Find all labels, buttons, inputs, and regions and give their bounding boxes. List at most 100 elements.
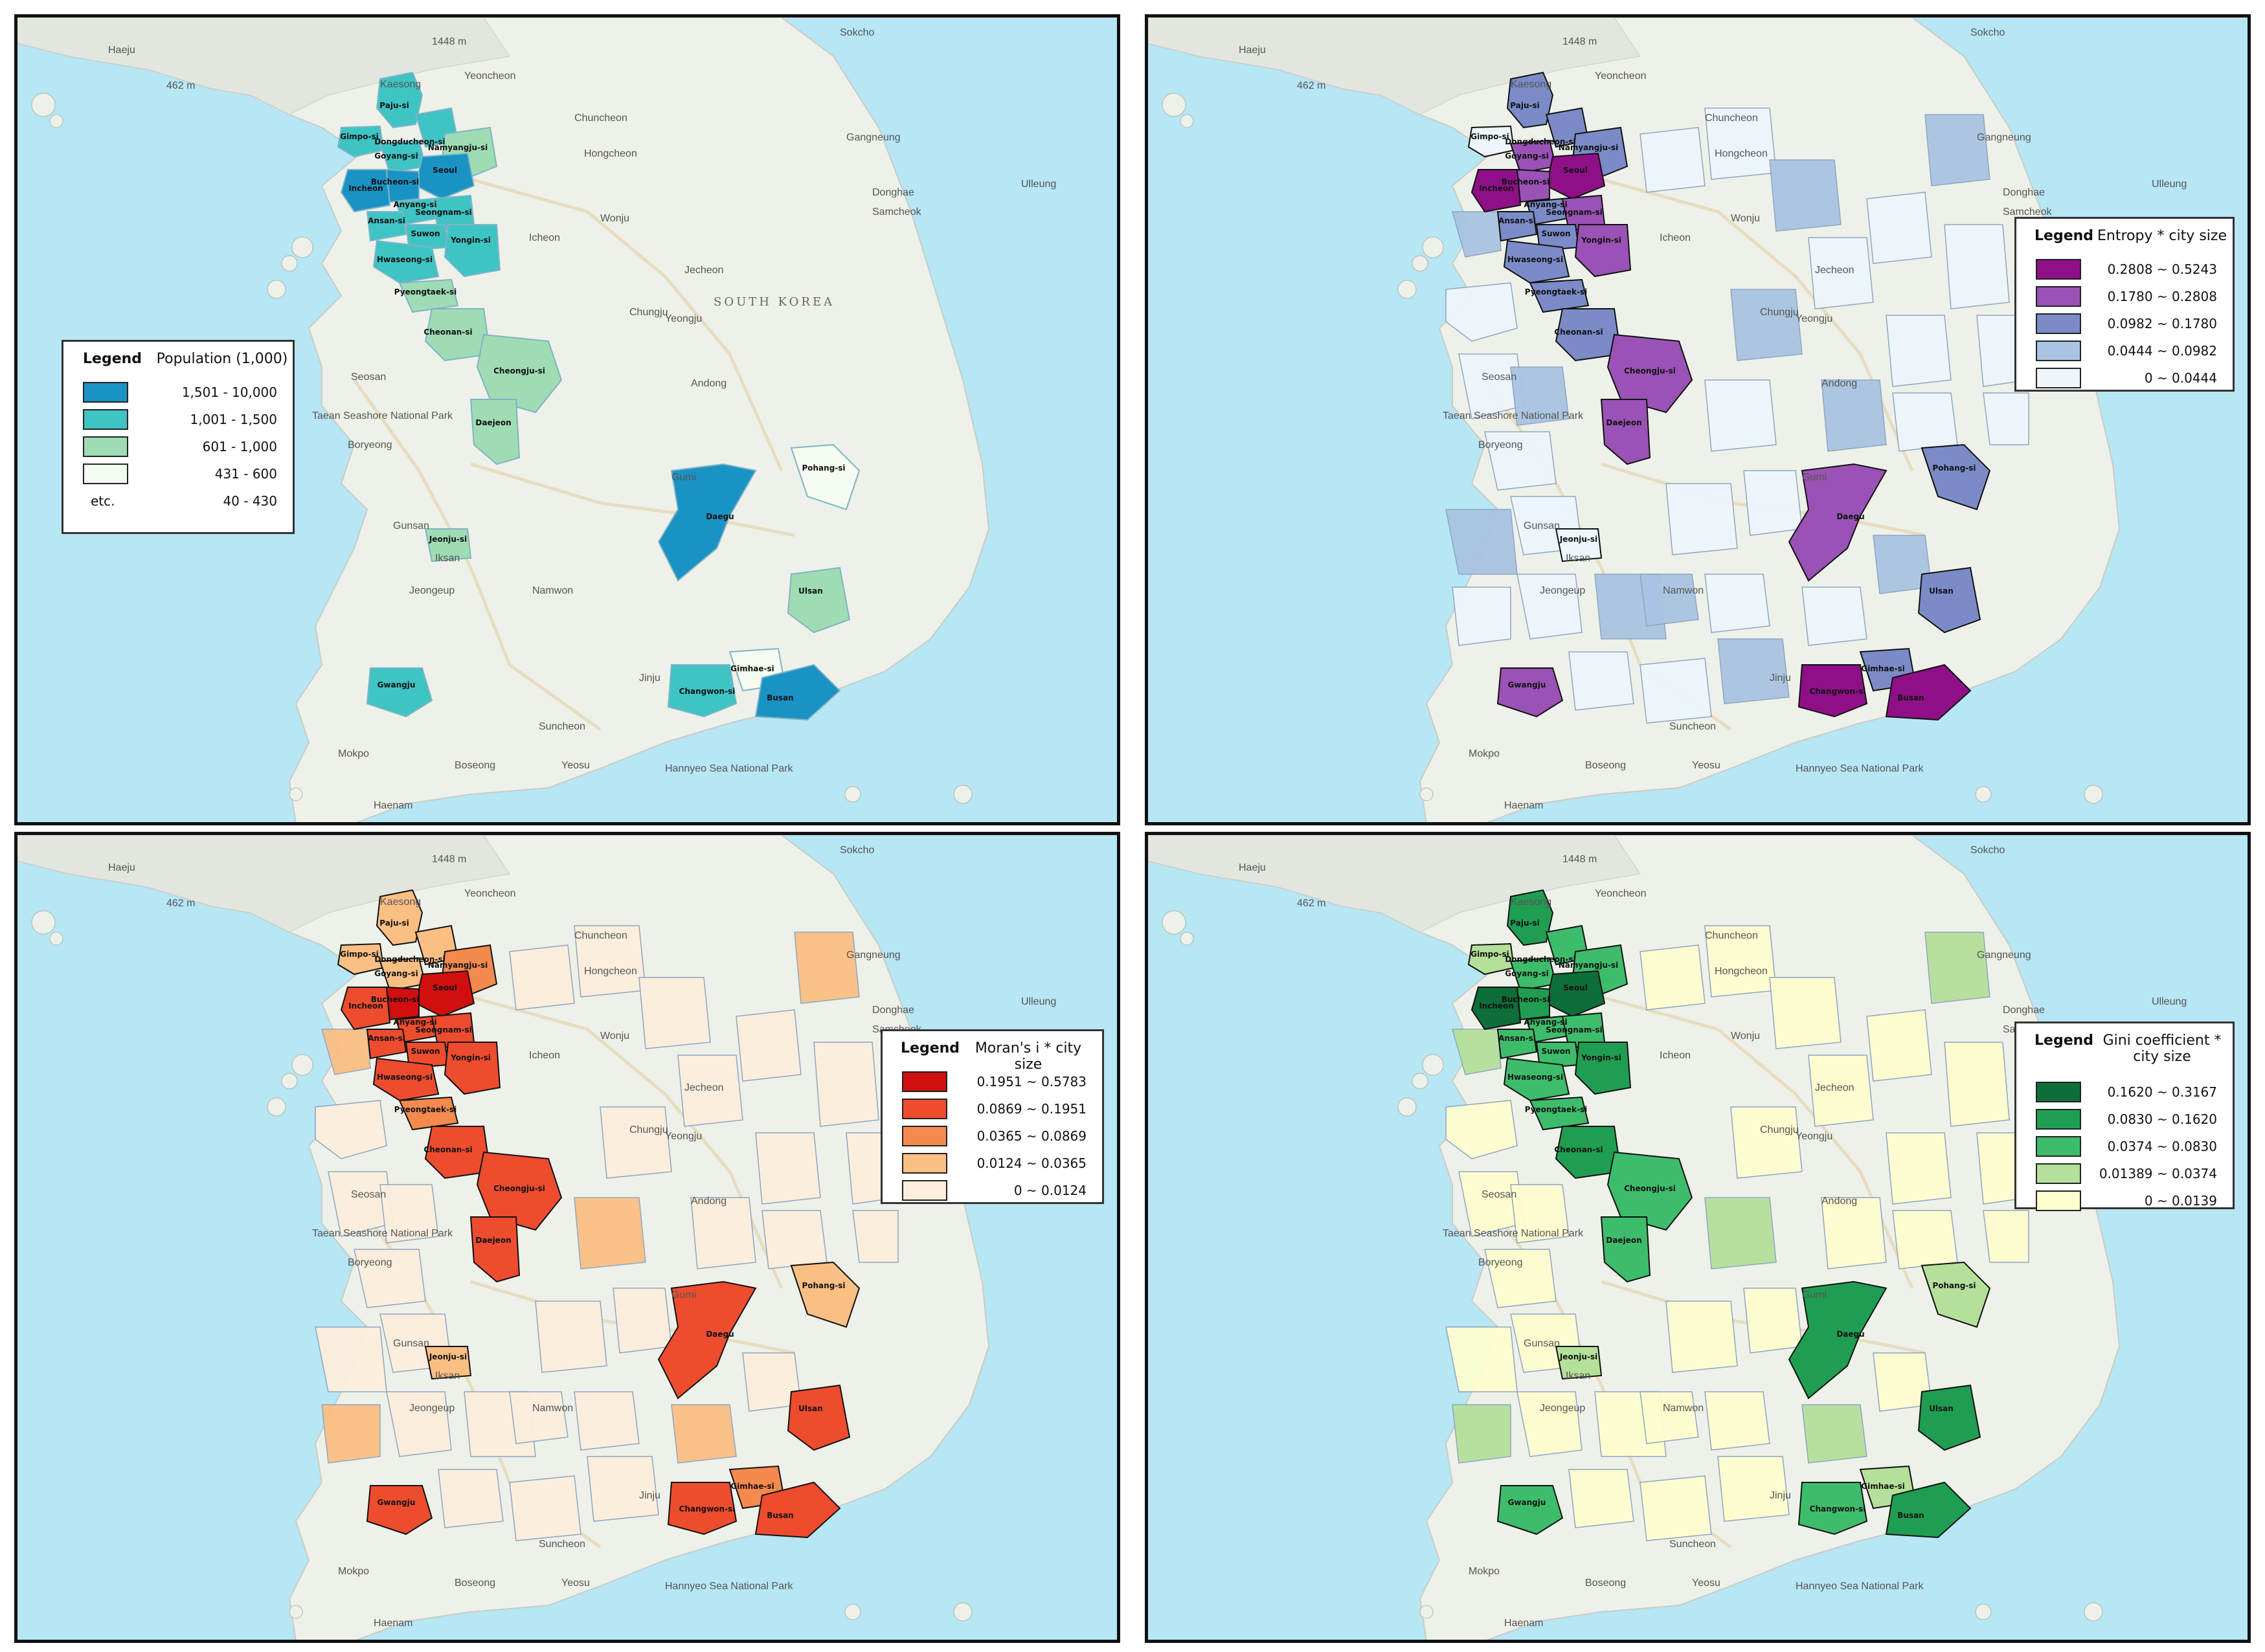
region-polygon — [1808, 237, 1874, 309]
legend-range-label: 1,501 - 10,000 — [181, 385, 277, 400]
city-label: Ulsan — [798, 1404, 823, 1413]
region-polygon — [1704, 574, 1770, 633]
legend-row: 431 - 600 — [63, 462, 293, 488]
basemap-label: Andong — [1821, 1196, 1857, 1207]
legend-row: 0 ~ 0.0124 — [883, 1179, 1102, 1205]
city-region — [787, 1384, 851, 1451]
legend-range-label: 0.0124 ~ 0.0365 — [976, 1155, 1087, 1171]
city-label: Namyangju-si — [1559, 961, 1619, 970]
city-region — [667, 1482, 738, 1535]
basemap-label: Taean Seashore National Park — [312, 410, 453, 421]
basemap-label: Namwon — [532, 1403, 573, 1414]
island — [49, 114, 63, 128]
city-label: Gimhae-si — [730, 1482, 774, 1491]
legend-range-label: 0.0365 ~ 0.0869 — [976, 1128, 1087, 1144]
basemap-label: Mokpo — [1469, 1566, 1500, 1577]
north-korea — [1148, 17, 1641, 115]
city-label: Changwon-si — [1810, 687, 1866, 696]
island — [1397, 280, 1417, 299]
city-label: Dongducheon-si — [374, 137, 445, 146]
basemap-label: 462 m — [166, 80, 195, 91]
city-label: Hwaseong-si — [1507, 1073, 1563, 1082]
city-label: Bucheon-si — [1502, 995, 1550, 1004]
region-polygon — [315, 1100, 387, 1159]
basemap-label: Mokpo — [338, 1566, 369, 1577]
island — [844, 1603, 861, 1620]
city-region — [1506, 71, 1554, 129]
region-polygon — [671, 1404, 737, 1464]
map-panel-entropy: Haeju Kaesong Yeoncheon Sokcho Chuncheon Gang… — [1145, 14, 2251, 825]
city-label: Namyangju-si — [428, 143, 488, 152]
city-label: Ansan-si — [368, 1034, 405, 1043]
city-label: Anyang-si — [1524, 1018, 1567, 1027]
legend-range-label: 0.1620 ~ 0.3167 — [2107, 1084, 2217, 1100]
city-label: Suwon — [1541, 229, 1570, 238]
region-polygon — [1568, 651, 1634, 711]
city-label: Hwaseong-si — [1507, 255, 1563, 264]
basemap-label: Gangneung — [1977, 132, 2031, 143]
country-label: SOUTH KOREA — [714, 295, 835, 309]
city-label: Ansan-si — [1498, 1034, 1536, 1043]
region-polygon — [1801, 1404, 1867, 1464]
city-region — [1885, 1481, 1972, 1539]
city-label: Dongducheon-si — [1505, 137, 1575, 146]
city-region — [366, 1485, 433, 1535]
region-polygon — [1866, 192, 1932, 264]
region-polygon — [1924, 932, 1990, 1004]
city-label: Gimhae-si — [1861, 664, 1904, 673]
island — [1180, 114, 1194, 128]
city-label: Anyang-si — [393, 200, 436, 209]
city-region — [1917, 1384, 1981, 1451]
island — [31, 910, 56, 935]
city-region — [385, 168, 420, 203]
basemap-label: Ulleung — [2152, 996, 2187, 1007]
legend-swatch — [902, 1099, 947, 1119]
region-polygon — [813, 1042, 879, 1127]
city-label: Paju-si — [1510, 101, 1539, 110]
city-label: Busan — [1897, 1511, 1924, 1520]
basemap-label: Gumi — [1802, 472, 1827, 483]
region-polygon — [852, 1210, 899, 1263]
city-label: Seongnam-si — [415, 208, 472, 217]
region-polygon — [755, 1132, 821, 1205]
basemap-label: Jecheon — [1815, 1082, 1854, 1093]
city-label: Seoul — [1563, 983, 1588, 992]
region-polygon — [677, 1055, 743, 1127]
basemap-label: Boryeong — [348, 1257, 392, 1268]
city-label: Paju-si — [379, 919, 409, 928]
city-label: Ansan-si — [1498, 216, 1536, 225]
city-region — [424, 308, 491, 362]
legend-range-label: 601 - 1,000 — [202, 439, 277, 454]
basemap-label: Namwon — [532, 585, 573, 596]
city-region — [1921, 1261, 1991, 1328]
region-polygon — [1808, 1055, 1874, 1127]
basemap-label: Andong — [691, 1196, 727, 1207]
legend-swatch — [2036, 1109, 2081, 1130]
city-label: Hwaseong-si — [377, 255, 433, 264]
legend-swatch — [2036, 368, 2081, 388]
region-polygon — [1452, 1029, 1502, 1075]
city-label: Pohang-si — [1932, 463, 1976, 473]
basemap-label: Chungju — [629, 1124, 668, 1135]
basemap-label: Wonju — [1731, 213, 1760, 224]
basemap-label: Icheon — [529, 1050, 560, 1061]
basemap-label: Jecheon — [1815, 265, 1854, 276]
basemap-label: Mokpo — [338, 748, 369, 759]
legend-title: Legend — [2034, 228, 2094, 244]
city-label: Incheon — [348, 184, 383, 193]
city-region — [469, 1216, 521, 1283]
island — [289, 1605, 303, 1619]
city-region — [376, 71, 423, 129]
basemap-label: Haenam — [374, 800, 412, 811]
region-polygon — [1944, 1042, 2010, 1127]
basemap-label: Gangneung — [846, 132, 901, 143]
legend-swatch — [83, 463, 128, 484]
legend-range-label: 0.01389 ~ 0.0374 — [2099, 1166, 2217, 1181]
region-polygon — [535, 1300, 607, 1373]
city-region — [476, 1151, 563, 1231]
legend-range-label: 0.2808 ~ 0.5243 — [2107, 262, 2217, 277]
city-region — [372, 1057, 440, 1102]
city-region — [366, 211, 407, 242]
basemap-label: 1448 m — [1562, 36, 1597, 47]
city-label: Pyeongtaek-si — [394, 1105, 457, 1114]
